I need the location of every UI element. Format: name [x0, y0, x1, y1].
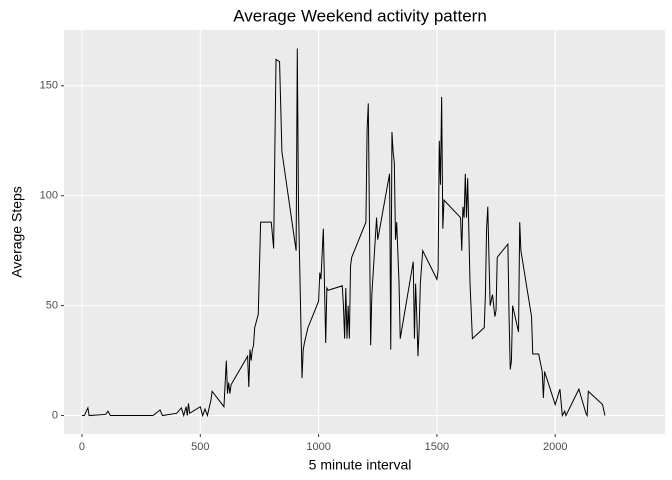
- x-tick-label: 1000: [306, 441, 330, 453]
- chart-title: Average Weekend activity pattern: [233, 6, 487, 25]
- data-line: [81, 48, 606, 418]
- y-tick-label: 100: [40, 190, 58, 202]
- plot-panel: [64, 30, 665, 434]
- x-tick-label: 1500: [425, 441, 449, 453]
- y-tick-label: 0: [52, 409, 58, 421]
- x-tick-label: 0: [79, 441, 85, 453]
- x-tick-label: 500: [191, 441, 209, 453]
- x-axis-title: 5 minute interval: [309, 457, 412, 473]
- x-tick-label: 2000: [543, 441, 567, 453]
- y-tick-label: 150: [40, 80, 58, 92]
- y-tick-label: 50: [46, 300, 58, 312]
- y-axis-title: Average Steps: [9, 186, 25, 278]
